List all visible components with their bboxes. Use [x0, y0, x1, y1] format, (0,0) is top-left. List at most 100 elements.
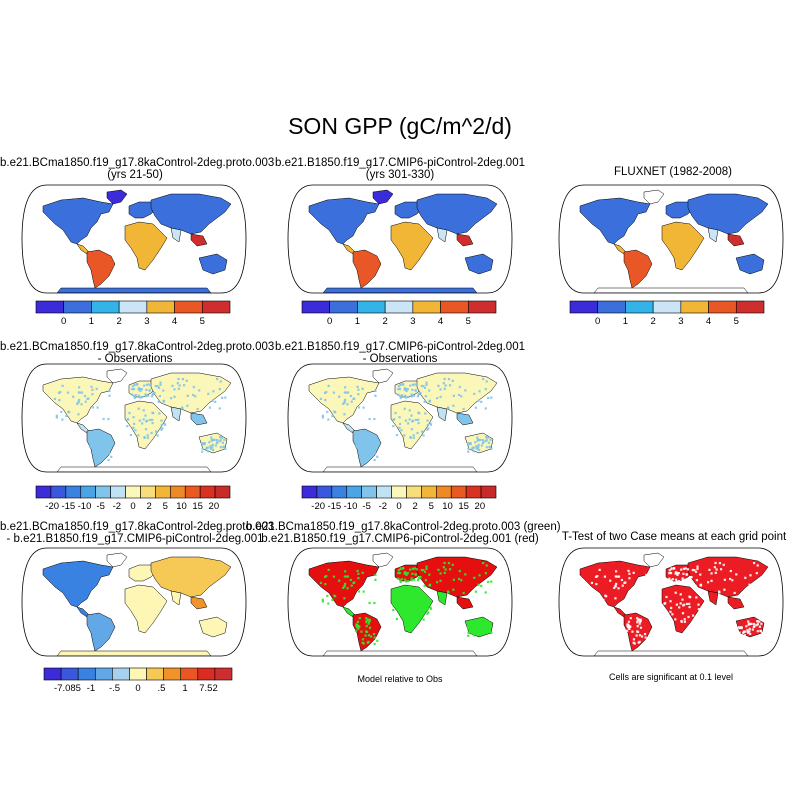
grid-cell: [53, 397, 57, 401]
grid-cell: [636, 617, 639, 620]
grid-cell: [487, 620, 490, 623]
grid-cell: [418, 575, 421, 579]
grid-cell: [628, 625, 631, 628]
grid-cell: [196, 407, 199, 411]
grid-cell: [399, 396, 402, 400]
grid-cell: [423, 386, 427, 389]
grid-cell: [745, 590, 748, 593]
grid-cell: [594, 575, 598, 578]
grid-cell: [404, 603, 407, 606]
grid-cell: [140, 388, 143, 391]
continent-australia: [198, 253, 228, 275]
grid-cell: [397, 393, 400, 396]
grid-cell: [357, 577, 360, 580]
grid-cell: [476, 631, 479, 634]
grid-cell: [350, 584, 353, 587]
grid-cell: [145, 388, 148, 392]
grid-cell: [670, 567, 673, 571]
colorbar-swatch: [316, 485, 333, 499]
grid-cell: [403, 434, 406, 437]
colorbar-tick-label: 1: [354, 316, 361, 327]
grid-cell: [365, 621, 368, 624]
grid-cell: [696, 567, 699, 570]
continent-greenland: [106, 552, 128, 568]
grid-cell: [137, 434, 140, 437]
grid-cell: [61, 384, 64, 388]
grid-cell: [713, 566, 716, 569]
grid-cell: [99, 446, 102, 449]
grid-cell: [718, 562, 722, 565]
colorbar-tick-label: 3: [144, 316, 150, 327]
grid-cell: [761, 631, 764, 634]
grid-cell: [680, 568, 683, 571]
grid-cell: [751, 584, 754, 587]
grid-cell: [139, 388, 142, 391]
grid-cell: [682, 567, 686, 570]
colorbar-swatch: [118, 300, 148, 314]
grid-cell: [755, 624, 758, 627]
grid-cell: [756, 630, 759, 633]
grid-cell: [152, 412, 155, 415]
continent-india: [707, 227, 719, 243]
grid-cell: [133, 383, 136, 387]
grid-cell: [368, 626, 372, 629]
colorbar-swatch: [412, 300, 441, 314]
grid-cell: [485, 380, 488, 383]
grid-cell: [366, 457, 369, 460]
grid-cell: [694, 570, 698, 573]
grid-cell: [80, 403, 83, 406]
colorbar-swatch: [180, 667, 199, 681]
grid-cell: [135, 383, 139, 386]
colorbar-tick-label: 2: [412, 501, 418, 512]
grid-cell: [443, 377, 446, 381]
grid-cell: [692, 614, 695, 617]
grid-cell: [131, 385, 134, 388]
grid-cell: [327, 384, 330, 388]
grid-cell: [748, 627, 751, 630]
grid-cell: [422, 434, 425, 437]
grid-cell: [395, 433, 399, 437]
colorbar-tick-label: -15: [327, 501, 342, 512]
grid-cell: [476, 439, 479, 442]
grid-cell: [178, 384, 181, 387]
continent-asia: [150, 193, 232, 235]
grid-cell: [192, 385, 195, 389]
grid-cell: [346, 587, 349, 590]
map-p21: [21, 363, 247, 473]
grid-cell: [411, 572, 414, 576]
grid-cell: [58, 398, 61, 402]
grid-cell: [714, 561, 717, 565]
grid-cell: [683, 618, 686, 621]
colorbar-swatch: [35, 485, 52, 499]
grid-cell: [708, 568, 711, 571]
grid-cell: [203, 442, 206, 445]
colorbar-tick-label: 5: [465, 316, 471, 327]
grid-cell: [398, 426, 401, 429]
grid-cell: [411, 383, 415, 386]
grid-cell: [95, 387, 98, 390]
colorbar-swatch: [112, 667, 130, 681]
continent-europe: [128, 201, 158, 219]
grid-cell: [137, 388, 140, 391]
continent-africa: [124, 221, 168, 271]
colorbar-tick-label: 15: [458, 501, 469, 512]
grid-cell: [487, 396, 490, 400]
grid-cell: [485, 564, 488, 567]
grid-cell: [133, 396, 136, 400]
grid-cell: [107, 417, 110, 421]
colorbar-tick-label: -5: [362, 501, 371, 512]
grid-cell: [644, 601, 647, 605]
grid-cell: [403, 578, 407, 581]
grid-cell: [403, 394, 407, 397]
grid-cell: [479, 438, 482, 442]
grid-cell: [427, 427, 430, 430]
grid-cell: [142, 409, 145, 412]
grid-cell: [403, 618, 406, 621]
grid-cell: [357, 443, 360, 446]
grid-cell: [488, 446, 491, 449]
grid-cell: [472, 446, 475, 449]
grid-cell: [592, 600, 595, 603]
grid-cell: [158, 395, 162, 398]
grid-cell: [163, 422, 166, 425]
colorbar-tick-label: 5: [199, 316, 205, 327]
